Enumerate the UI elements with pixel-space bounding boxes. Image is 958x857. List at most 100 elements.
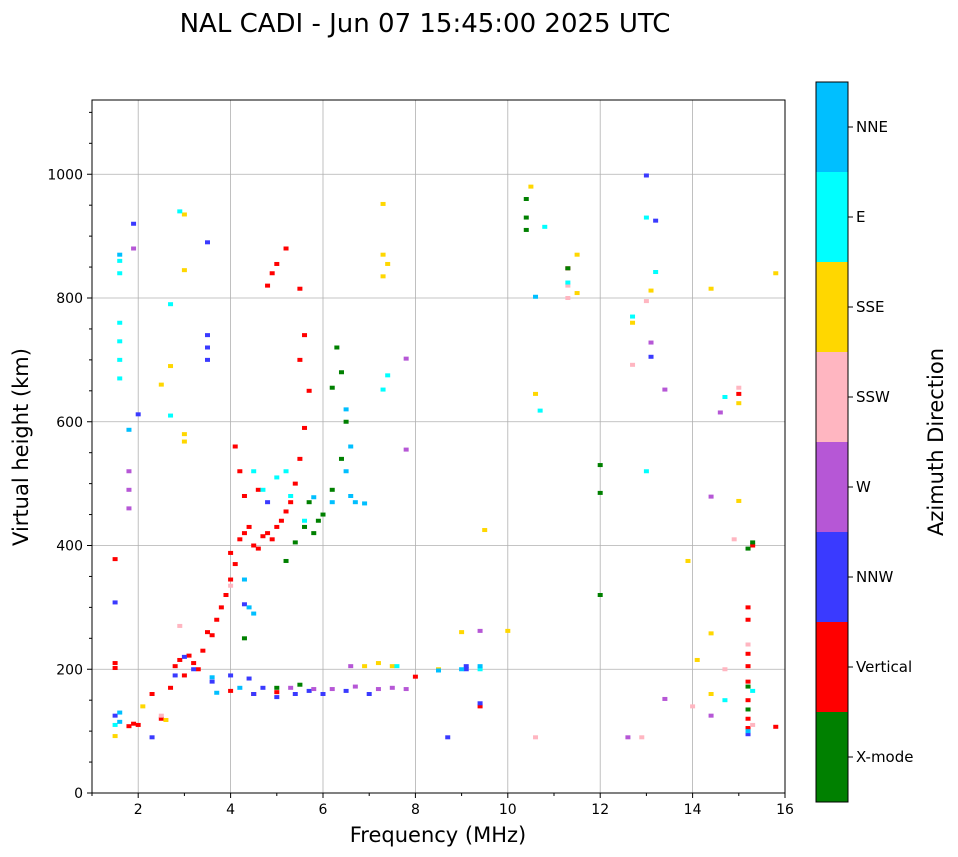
echo-point-vertical (177, 657, 183, 662)
echo-point-vertical (278, 518, 284, 523)
echo-point-sse (459, 630, 465, 635)
echo-point-sse (648, 288, 654, 293)
echo-point-w (352, 684, 358, 689)
echo-point-e (302, 518, 308, 523)
echo-point-vertical (297, 456, 303, 461)
echo-point-nne (246, 605, 252, 610)
echo-point-nnw (463, 664, 469, 669)
echo-point-vertical (745, 698, 751, 703)
colorbar-label: NNW (856, 568, 893, 586)
echo-point-x-mode (320, 512, 326, 517)
echo-point-nnw (366, 692, 372, 696)
echo-point-ssw (158, 713, 164, 718)
echo-point-sse (380, 252, 386, 257)
echo-point-vertical (745, 617, 751, 622)
echo-point-w (311, 687, 317, 692)
echo-point-vertical (172, 664, 178, 669)
echo-point-w (131, 246, 137, 251)
echo-point-vertical (269, 271, 275, 276)
echo-point-vertical (232, 562, 238, 567)
echo-point-vertical (181, 673, 187, 678)
echo-point-vertical (205, 630, 210, 635)
echo-point-vertical (274, 524, 280, 529)
echo-point-sse (574, 291, 580, 296)
echo-point-vertical (283, 509, 289, 514)
echo-point-nne (533, 294, 539, 299)
echo-point-sse (181, 439, 187, 444)
echo-point-vertical (135, 722, 141, 727)
echo-point-e (117, 357, 123, 362)
plot-background (92, 100, 785, 793)
echo-point-w (288, 685, 294, 690)
echo-point-ssw (731, 537, 737, 542)
echo-point-nne (459, 667, 465, 672)
echo-point-e (385, 373, 391, 378)
echo-point-e (750, 688, 756, 693)
echo-point-ssw (643, 299, 649, 304)
echo-point-vertical (228, 550, 234, 555)
echo-point-sse (181, 212, 187, 217)
echo-point-w (329, 687, 335, 692)
echo-point-vertical (255, 487, 261, 492)
echo-point-nnw (112, 600, 118, 605)
echo-point-e (643, 215, 649, 220)
echo-point-sse (163, 717, 169, 722)
echo-point-vertical (288, 500, 294, 505)
echo-point-e (542, 224, 548, 229)
echo-point-vertical (228, 577, 234, 582)
chart-title: NAL CADI - Jun 07 15:45:00 2025 UTC (180, 9, 671, 39)
echo-point-x-mode (745, 684, 751, 689)
echo-point-vertical (265, 531, 271, 536)
echo-point-ssw (750, 722, 756, 727)
echo-point-sse (736, 498, 742, 503)
echo-point-vertical (149, 692, 155, 696)
echo-point-nnw (241, 602, 247, 607)
echo-point-nne (362, 501, 368, 506)
echo-point-nnw (265, 500, 271, 505)
echo-point-x-mode (241, 636, 247, 641)
colorbar-frame (815, 81, 849, 803)
echo-point-ssw (745, 642, 751, 647)
echo-point-sse (528, 184, 534, 189)
echo-point-x-mode (750, 540, 756, 545)
echo-point-x-mode (523, 197, 529, 201)
echo-point-nnw (131, 221, 137, 226)
echo-point-x-mode (338, 370, 344, 375)
echo-point-e (380, 387, 386, 392)
echo-point-vertical (274, 261, 280, 266)
echo-point-e (274, 475, 280, 480)
echo-point-vertical (237, 537, 243, 542)
colorbar-segment-nne (816, 82, 848, 172)
echo-point-w (648, 340, 654, 345)
echo-point-vertical (112, 557, 118, 562)
echo-point-x-mode (597, 490, 603, 495)
echo-point-vertical (158, 716, 164, 721)
echo-point-nne (436, 668, 441, 673)
echo-point-nnw (246, 676, 252, 681)
echo-point-ssw (630, 362, 636, 367)
echo-point-vertical (265, 283, 271, 288)
y-tick-label: 600 (56, 415, 83, 431)
echo-point-x-mode (523, 227, 529, 232)
x-axis-title: Frequency (MHz) (350, 823, 526, 847)
echo-point-sse (736, 401, 742, 406)
echo-point-vertical (112, 661, 118, 666)
echo-point-vertical (745, 651, 751, 656)
echo-point-ssw (228, 583, 234, 588)
echo-point-e (168, 413, 174, 418)
echo-point-sse (181, 268, 187, 273)
echo-point-e (643, 469, 649, 474)
echo-point-vertical (191, 661, 197, 666)
grid (92, 100, 785, 793)
echo-point-e (117, 320, 123, 325)
echo-point-vertical (745, 664, 751, 669)
echo-point-nne (348, 494, 354, 498)
echo-point-vertical (297, 286, 303, 291)
echo-point-w (708, 713, 714, 718)
echo-point-vertical (412, 674, 418, 679)
echo-point-vertical (297, 357, 303, 362)
echo-point-sse (158, 382, 164, 387)
echo-point-ssw (565, 296, 571, 300)
echo-point-ssw (722, 667, 728, 672)
